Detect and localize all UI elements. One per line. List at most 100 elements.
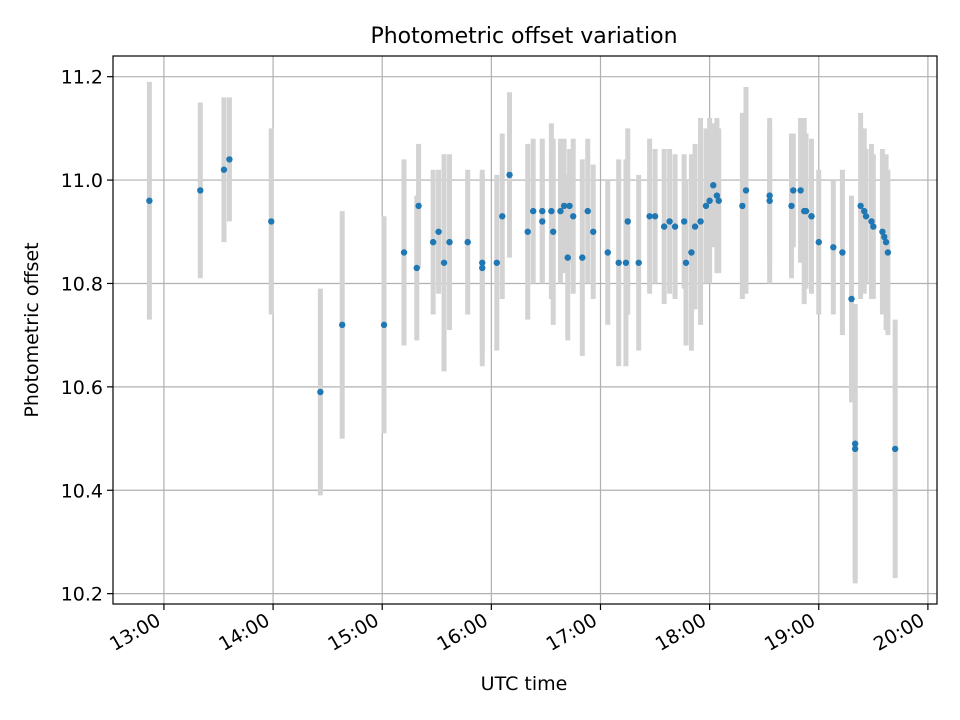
grid-lines <box>113 56 937 604</box>
data-point <box>446 238 453 246</box>
x-tick-label: 15:00 <box>324 609 382 655</box>
data-point <box>742 187 750 194</box>
data-point <box>739 202 746 210</box>
data-point <box>710 182 717 189</box>
data-point <box>413 264 420 272</box>
data-point <box>691 223 699 230</box>
data-point <box>564 254 571 261</box>
data-point <box>848 295 855 303</box>
data-point <box>682 259 690 266</box>
y-tick-label: 11.0 <box>61 170 103 192</box>
data-point <box>808 213 815 220</box>
data-point <box>146 197 153 204</box>
data-point <box>464 238 471 246</box>
data-point <box>891 445 899 453</box>
data-point <box>862 213 870 220</box>
data-point <box>566 202 573 210</box>
x-tick-label: 20:00 <box>870 609 928 655</box>
data-point <box>317 388 324 396</box>
data-point <box>440 259 448 266</box>
data-point <box>660 223 668 230</box>
data-point <box>868 218 875 225</box>
y-tick-label: 10.4 <box>61 480 103 502</box>
data-point <box>884 249 892 256</box>
x-tick-label: 13:00 <box>106 609 164 655</box>
data-point <box>226 156 233 163</box>
data-point <box>688 249 695 256</box>
data-point <box>622 259 630 266</box>
x-tick-label: 16:00 <box>433 609 491 655</box>
data-point <box>680 218 688 225</box>
data-point <box>635 259 642 266</box>
data-point <box>788 202 795 210</box>
y-tick-label: 10.2 <box>61 584 103 606</box>
data-point <box>539 218 546 225</box>
data-point <box>506 171 513 179</box>
data-point <box>851 440 859 447</box>
x-tick-label: 19:00 <box>761 609 819 655</box>
data-point <box>881 233 888 241</box>
data-point <box>560 202 568 210</box>
x-tick-label: 17:00 <box>543 609 601 655</box>
data-point <box>766 192 773 199</box>
data-point <box>839 249 846 256</box>
data-point <box>671 223 679 230</box>
data-point <box>579 254 586 261</box>
y-tick-label: 11.2 <box>61 67 103 89</box>
data-point <box>549 228 557 235</box>
data-point <box>797 187 804 194</box>
data-point <box>802 207 810 215</box>
data-point <box>851 445 859 453</box>
data-point <box>524 228 531 235</box>
data-point <box>197 187 204 194</box>
data-point <box>479 264 486 272</box>
data-point <box>702 202 710 210</box>
data-point <box>706 197 713 204</box>
data-point <box>268 218 275 225</box>
chart-title: Photometric offset variation <box>370 24 677 49</box>
data-point <box>815 238 822 246</box>
data-point <box>697 218 704 225</box>
data-point <box>604 249 611 256</box>
data-point <box>766 197 773 204</box>
data-point <box>830 244 837 251</box>
y-tick-label: 10.6 <box>61 377 103 399</box>
data-point <box>790 187 797 194</box>
data-point <box>570 213 577 220</box>
x-axis-label: UTC time <box>481 673 568 695</box>
data-point <box>879 228 886 235</box>
x-tick-label: 14:00 <box>215 609 273 655</box>
data-point <box>429 238 437 246</box>
data-point <box>380 321 388 329</box>
y-tick-label: 10.8 <box>61 273 103 295</box>
data-point <box>715 197 722 204</box>
data-point <box>713 192 721 199</box>
data-point <box>548 207 555 215</box>
data-point <box>415 202 422 210</box>
data-point <box>624 218 631 225</box>
y-axis-label: Photometric offset <box>21 242 43 417</box>
error-bars <box>146 81 898 584</box>
data-points <box>146 156 899 453</box>
data-point <box>499 213 506 220</box>
data-point <box>539 207 546 215</box>
data-point <box>646 213 653 220</box>
data-point <box>861 207 868 215</box>
data-point <box>584 207 591 215</box>
data-point <box>557 207 564 215</box>
data-point <box>870 223 877 230</box>
y-axis-ticks: 10.2 10.4 10.6 10.8 11.0 11.2 <box>61 67 113 606</box>
data-point <box>651 213 659 220</box>
data-point <box>435 228 442 235</box>
x-axis-ticks: 13:00 14:00 15:00 16:00 17:00 18:00 19:00 20:00 <box>106 604 929 656</box>
data-point <box>529 207 537 215</box>
data-point <box>479 259 486 266</box>
data-point <box>666 218 673 225</box>
data-point <box>857 202 864 210</box>
data-point <box>615 259 622 266</box>
data-point <box>220 166 228 173</box>
data-point <box>882 238 890 246</box>
data-point <box>590 228 597 235</box>
x-tick-label: 18:00 <box>652 609 710 655</box>
